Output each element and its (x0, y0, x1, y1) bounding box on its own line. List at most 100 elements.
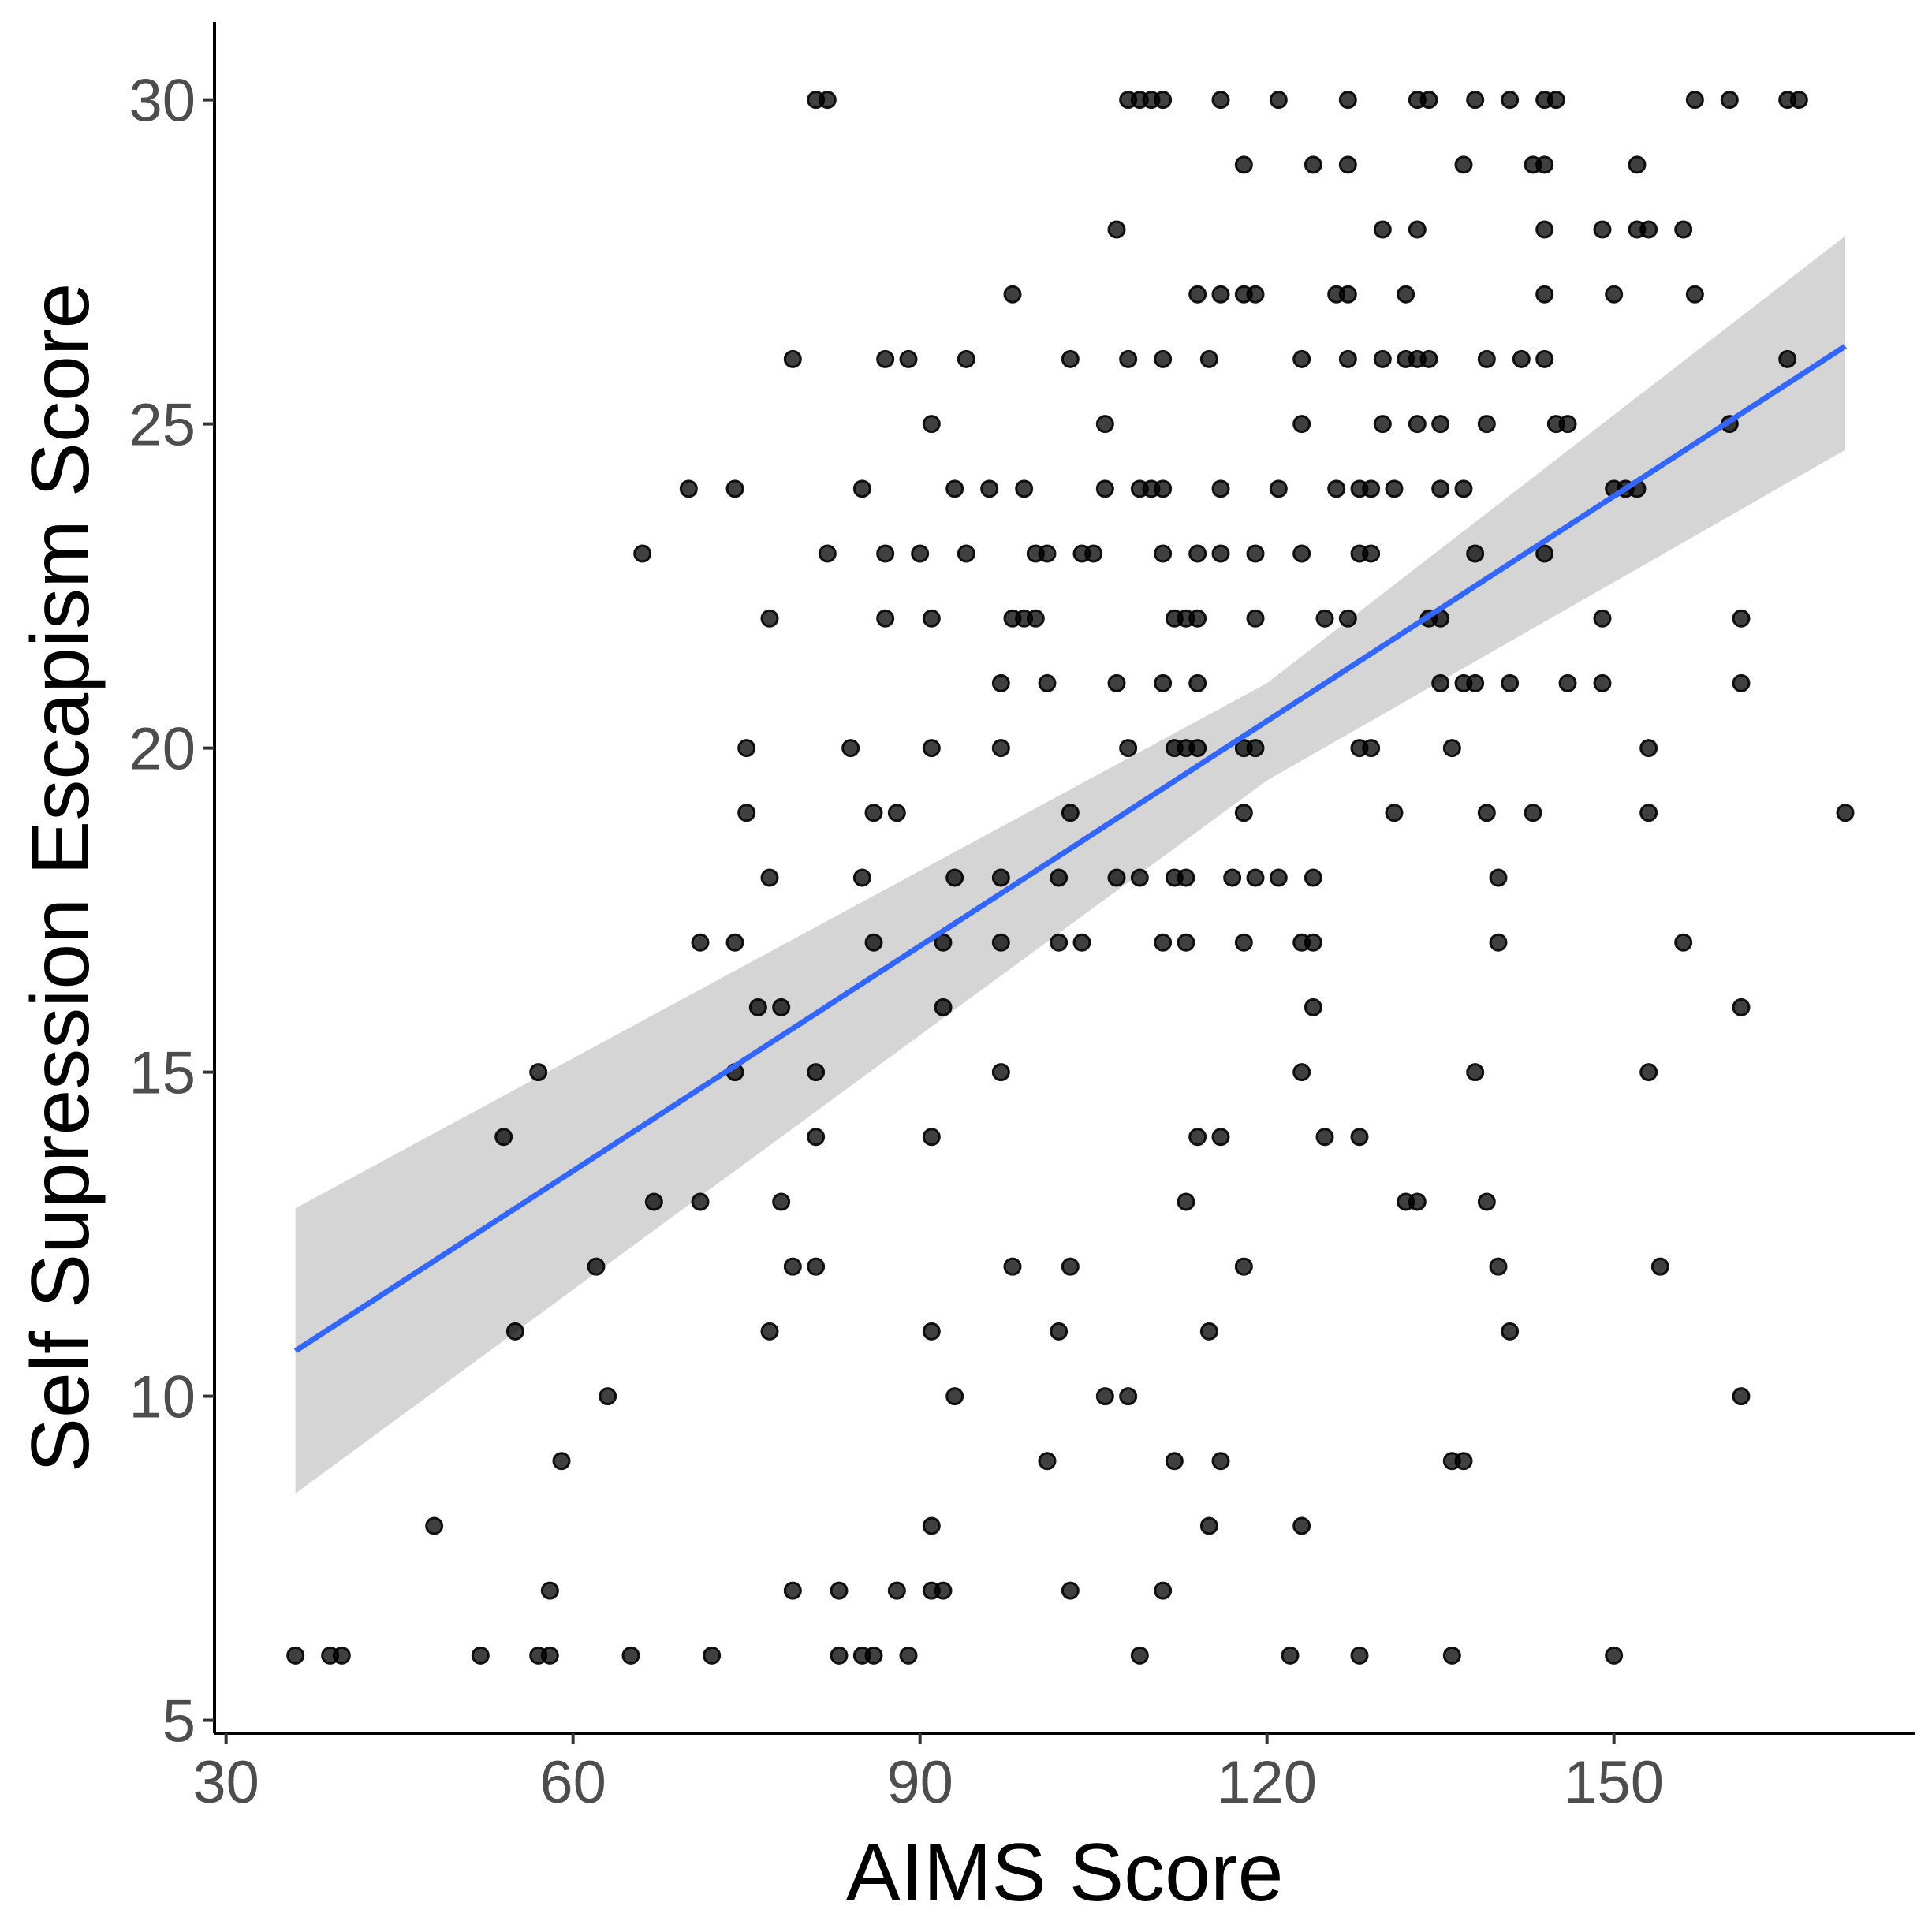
data-point (1535, 285, 1554, 304)
data-point (1466, 544, 1485, 563)
data-point (1315, 1128, 1334, 1147)
data-point (1188, 1128, 1207, 1147)
data-point (911, 544, 930, 563)
data-point (1454, 479, 1473, 498)
data-point (1223, 868, 1242, 887)
data-point (1685, 285, 1704, 304)
data-point (1732, 609, 1751, 628)
data-point (1605, 285, 1624, 304)
data-point (1050, 868, 1069, 887)
data-point (1639, 1063, 1658, 1082)
data-point (876, 349, 895, 368)
data-point (737, 739, 756, 758)
data-point (1188, 544, 1207, 563)
data-point (703, 1646, 722, 1665)
data-point (1246, 739, 1265, 758)
data-point (1304, 998, 1322, 1016)
data-point (1015, 479, 1034, 498)
data-point (552, 1452, 571, 1471)
data-point (1292, 1063, 1311, 1082)
data-point (1246, 544, 1265, 563)
x-tick-label: 120 (1217, 1749, 1317, 1816)
data-point (1789, 91, 1808, 110)
data-point (1304, 155, 1322, 174)
data-point (1350, 1646, 1369, 1665)
data-point (1397, 285, 1415, 304)
y-tick-label: 5 (162, 1688, 196, 1755)
data-point (980, 479, 999, 498)
data-point (540, 1581, 559, 1600)
data-point (599, 1387, 617, 1406)
data-point (425, 1516, 444, 1535)
data-point (922, 609, 941, 628)
data-point (1477, 349, 1496, 368)
data-point (772, 998, 791, 1016)
data-point (991, 1063, 1010, 1082)
data-point (1593, 673, 1612, 692)
data-point (1674, 933, 1693, 952)
data-point (1431, 673, 1450, 692)
data-point (1489, 933, 1508, 952)
data-point (1362, 544, 1381, 563)
data-point (1304, 868, 1322, 887)
data-point (922, 1128, 941, 1147)
data-point (1003, 1257, 1022, 1276)
y-tick-label: 30 (129, 68, 196, 135)
data-point (760, 609, 779, 628)
data-point (1477, 415, 1496, 434)
data-point (1639, 804, 1658, 822)
data-point (1732, 998, 1751, 1016)
data-point (1546, 91, 1565, 110)
data-point (1199, 1322, 1218, 1341)
data-point (1408, 1192, 1427, 1211)
data-point (1061, 1257, 1080, 1276)
data-point (841, 739, 860, 758)
data-point (1154, 1581, 1173, 1600)
data-point (1154, 673, 1173, 692)
x-tick-label: 30 (192, 1749, 259, 1816)
data-point (1234, 933, 1253, 952)
data-point (1674, 220, 1693, 239)
data-point (852, 868, 871, 887)
data-point (286, 1646, 305, 1665)
data-point (876, 609, 895, 628)
data-point (587, 1257, 606, 1276)
data-point (922, 1322, 941, 1341)
data-point (1720, 91, 1739, 110)
data-point (1188, 609, 1207, 628)
data-point (1304, 933, 1322, 952)
data-point (807, 1128, 826, 1147)
data-point (1732, 1387, 1751, 1406)
data-point (1177, 1192, 1195, 1211)
data-point (505, 1322, 524, 1341)
points-layer (286, 91, 1855, 1665)
data-point (1362, 479, 1381, 498)
confidence-band (295, 236, 1846, 1494)
data-point (807, 1257, 826, 1276)
fit-line-layer (293, 344, 1847, 1353)
x-tick-label: 90 (886, 1749, 953, 1816)
data-point (991, 673, 1010, 692)
data-point (1177, 868, 1195, 887)
data-point (1211, 285, 1230, 304)
data-point (1119, 349, 1138, 368)
data-point (934, 998, 953, 1016)
data-point (1154, 349, 1173, 368)
data-point (332, 1646, 351, 1665)
data-point (1234, 1257, 1253, 1276)
data-point (1373, 220, 1392, 239)
data-point (945, 1387, 964, 1406)
data-point (1385, 804, 1404, 822)
x-tick-label: 60 (539, 1749, 606, 1816)
data-point (1489, 1257, 1508, 1276)
regression-line (293, 344, 1847, 1353)
data-point (934, 1581, 953, 1600)
data-point (1095, 1387, 1114, 1406)
data-point (1650, 1257, 1669, 1276)
data-point (1466, 673, 1485, 692)
data-point (1477, 804, 1496, 822)
data-point (1466, 91, 1485, 110)
data-point (934, 933, 953, 952)
data-point (1431, 415, 1450, 434)
